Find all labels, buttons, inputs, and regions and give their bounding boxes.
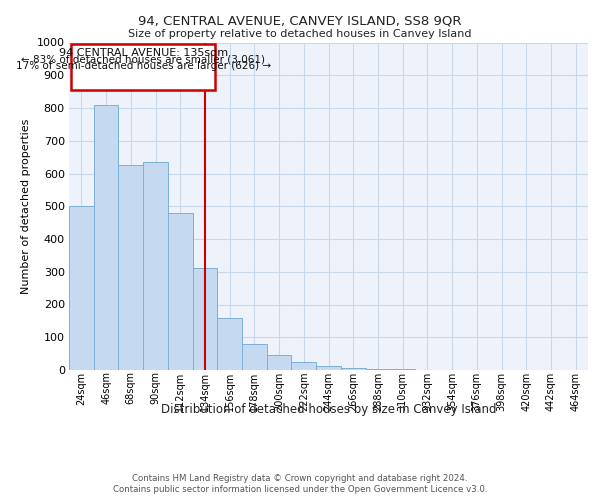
Text: Distribution of detached houses by size in Canvey Island: Distribution of detached houses by size … xyxy=(161,402,497,415)
Text: Contains HM Land Registry data © Crown copyright and database right 2024.: Contains HM Land Registry data © Crown c… xyxy=(132,474,468,483)
Bar xyxy=(267,356,292,370)
Text: Contains public sector information licensed under the Open Government Licence v3: Contains public sector information licen… xyxy=(113,485,487,494)
FancyBboxPatch shape xyxy=(71,44,215,90)
Bar xyxy=(94,104,118,370)
Text: 94, CENTRAL AVENUE, CANVEY ISLAND, SS8 9QR: 94, CENTRAL AVENUE, CANVEY ISLAND, SS8 9… xyxy=(138,14,462,27)
Bar xyxy=(168,213,193,370)
Text: ← 83% of detached houses are smaller (3,061): ← 83% of detached houses are smaller (3,… xyxy=(21,54,265,64)
Bar xyxy=(316,366,341,370)
Bar xyxy=(193,268,217,370)
Bar xyxy=(242,344,267,370)
Bar xyxy=(69,206,94,370)
Bar xyxy=(365,369,390,370)
Bar xyxy=(143,162,168,370)
Bar xyxy=(118,166,143,370)
Text: 94 CENTRAL AVENUE: 135sqm: 94 CENTRAL AVENUE: 135sqm xyxy=(59,48,228,58)
Text: 17% of semi-detached houses are larger (626) →: 17% of semi-detached houses are larger (… xyxy=(16,61,271,71)
Bar xyxy=(341,368,365,370)
Bar xyxy=(292,362,316,370)
Bar xyxy=(217,318,242,370)
Text: Size of property relative to detached houses in Canvey Island: Size of property relative to detached ho… xyxy=(128,29,472,39)
Y-axis label: Number of detached properties: Number of detached properties xyxy=(21,118,31,294)
